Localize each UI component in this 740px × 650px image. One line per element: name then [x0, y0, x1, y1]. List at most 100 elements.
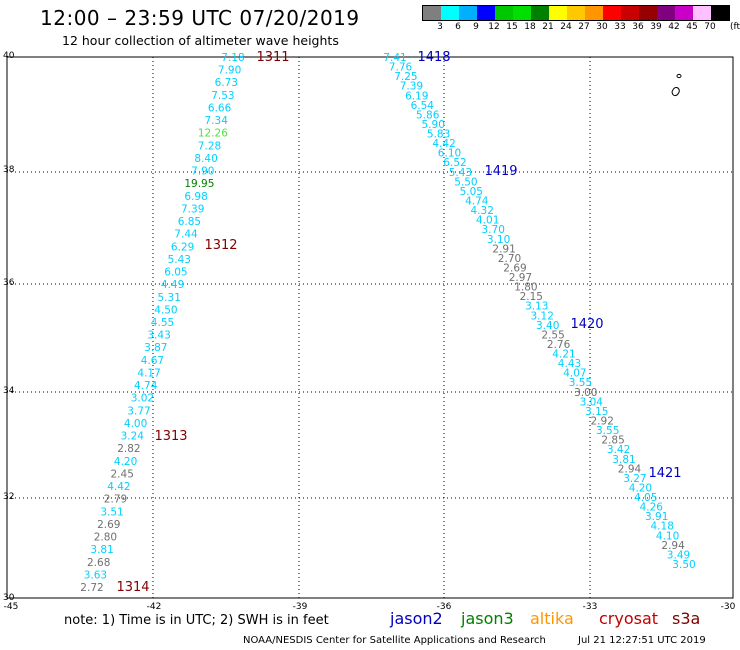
swh-value: 4.74: [465, 196, 489, 208]
swh-value: 2.79: [104, 494, 127, 506]
swh-value: 6.52: [443, 157, 466, 169]
swh-value: 4.10: [656, 530, 679, 542]
swh-value: 12.26: [198, 128, 228, 140]
legend-tick-label: 70: [704, 22, 716, 32]
swh-value: 4.00: [124, 418, 147, 430]
legend-tick-label: 3: [437, 22, 443, 32]
swh-value: 4.32: [471, 205, 494, 217]
swh-value: 7.90: [191, 166, 214, 178]
swh-value: 2.69: [503, 263, 526, 275]
swh-value: 4.49: [161, 279, 184, 291]
swh-value: 6.98: [184, 191, 207, 203]
swh-value: 2.15: [520, 291, 543, 303]
swh-value: 5.43: [168, 254, 191, 266]
legend-tick-label: 45: [686, 22, 698, 32]
swh-value: 4.55: [151, 317, 174, 329]
swh-value: 4.07: [563, 368, 586, 380]
lat-label-38: 38: [3, 165, 15, 175]
satellite-cryosat: cryosat: [599, 609, 659, 628]
swh-value: 4.42: [432, 138, 455, 150]
lon-label-m42: -42: [146, 602, 162, 612]
legend-tick-label: 30: [596, 22, 608, 32]
credit-line: NOAA/NESDIS Center for Satellite Applica…: [243, 635, 546, 646]
satellite-altika: altika: [530, 609, 574, 628]
swh-value: 4.05: [634, 492, 657, 504]
swh-value: 3.04: [580, 396, 604, 408]
swh-value: 7.76: [389, 62, 413, 74]
swh-value: 3.12: [531, 310, 554, 322]
map-title: 12:00 – 23:59 UTC 07/20/2019: [40, 6, 360, 30]
swh-value: 3.42: [607, 444, 630, 456]
swh-value: 5.43: [449, 167, 472, 179]
pass-number-label: 1314: [116, 580, 149, 595]
swh-value: 3.55: [596, 425, 619, 437]
swh-value: 7.18: [221, 52, 244, 64]
swh-value: 6.54: [411, 100, 435, 112]
legend-swatch: [639, 6, 657, 20]
legend-swatch: [477, 6, 495, 20]
swh-value: 3.51: [100, 506, 123, 518]
satellite-jason3: jason3: [461, 609, 514, 628]
island-outline: [671, 73, 682, 97]
swh-value: 2.97: [509, 272, 532, 284]
swh-value: 2.76: [547, 339, 571, 351]
legend-tick-label: 24: [560, 22, 572, 32]
legend-tick-label: 42: [668, 22, 680, 32]
swh-value: 5.05: [460, 186, 483, 198]
swh-value: 4.26: [640, 502, 664, 514]
swh-value: 5.86: [416, 109, 440, 121]
swh-value: 4.20: [629, 483, 652, 495]
legend-swatch: [495, 6, 513, 20]
legend-swatch: [585, 6, 603, 20]
swh-value: 3.77: [127, 405, 150, 417]
swh-value: 3.27: [623, 473, 646, 485]
legend-swatch: [441, 6, 459, 20]
legend-swatch: [513, 6, 531, 20]
swh-value: 3.49: [667, 549, 690, 561]
swh-value: 3.00: [574, 387, 597, 399]
swh-value: 4.01: [476, 215, 499, 227]
legend-tick-label: 6: [455, 22, 461, 32]
swh-value: 3.81: [90, 544, 113, 556]
swh-value: 7.41: [383, 52, 406, 64]
swh-value: 5.83: [427, 129, 450, 141]
swh-value: 2.94: [661, 540, 685, 552]
satellite-jason2: jason2: [390, 609, 443, 628]
lat-label-32: 32: [3, 492, 15, 502]
legend-swatch: [567, 6, 585, 20]
swh-value: 4.21: [552, 349, 575, 361]
swh-value: 4.17: [137, 368, 160, 380]
swh-value: 1.80: [514, 282, 537, 294]
legend-swatch: [621, 6, 639, 20]
swh-value: 3.15: [585, 406, 608, 418]
generated-timestamp: Jul 21 12:27:51 UTC 2019: [578, 635, 706, 646]
legend-swatch: [657, 6, 675, 20]
swh-value: 7.39: [400, 81, 423, 93]
footer-note: note: 1) Time is in UTC; 2) SWH is in fe…: [64, 613, 329, 628]
lon-label-m33: -33: [582, 602, 598, 612]
lon-label-m36: -36: [436, 602, 452, 612]
swh-value: 2.72: [80, 582, 103, 594]
swh-value: 2.91: [492, 243, 515, 255]
swh-value: 7.34: [205, 115, 229, 127]
swh-value: 3.24: [121, 431, 145, 443]
swh-value: 2.55: [541, 329, 564, 341]
map-frame: [6, 56, 734, 599]
swh-value: 7.39: [181, 203, 204, 215]
map-subtitle: 12 hour collection of altimeter wave hei…: [62, 33, 339, 48]
pass-number-label: 1312: [204, 238, 237, 253]
track-east: 7.417.767.257.396.196.545.865.905.834.42…: [383, 52, 695, 571]
swh-value: 3.50: [672, 559, 695, 571]
swh-value: 3.10: [487, 234, 510, 246]
swh-value: 7.25: [394, 71, 417, 83]
legend-swatch: [459, 6, 477, 20]
legend-swatch: [693, 6, 711, 20]
swh-value: 3.63: [84, 569, 107, 581]
legend-tick-label: 36: [632, 22, 644, 32]
lat-label-36: 36: [3, 278, 15, 288]
swh-value: 4.43: [558, 358, 581, 370]
swh-value: 6.10: [438, 148, 461, 160]
legend-tick-label: 33: [614, 22, 626, 32]
